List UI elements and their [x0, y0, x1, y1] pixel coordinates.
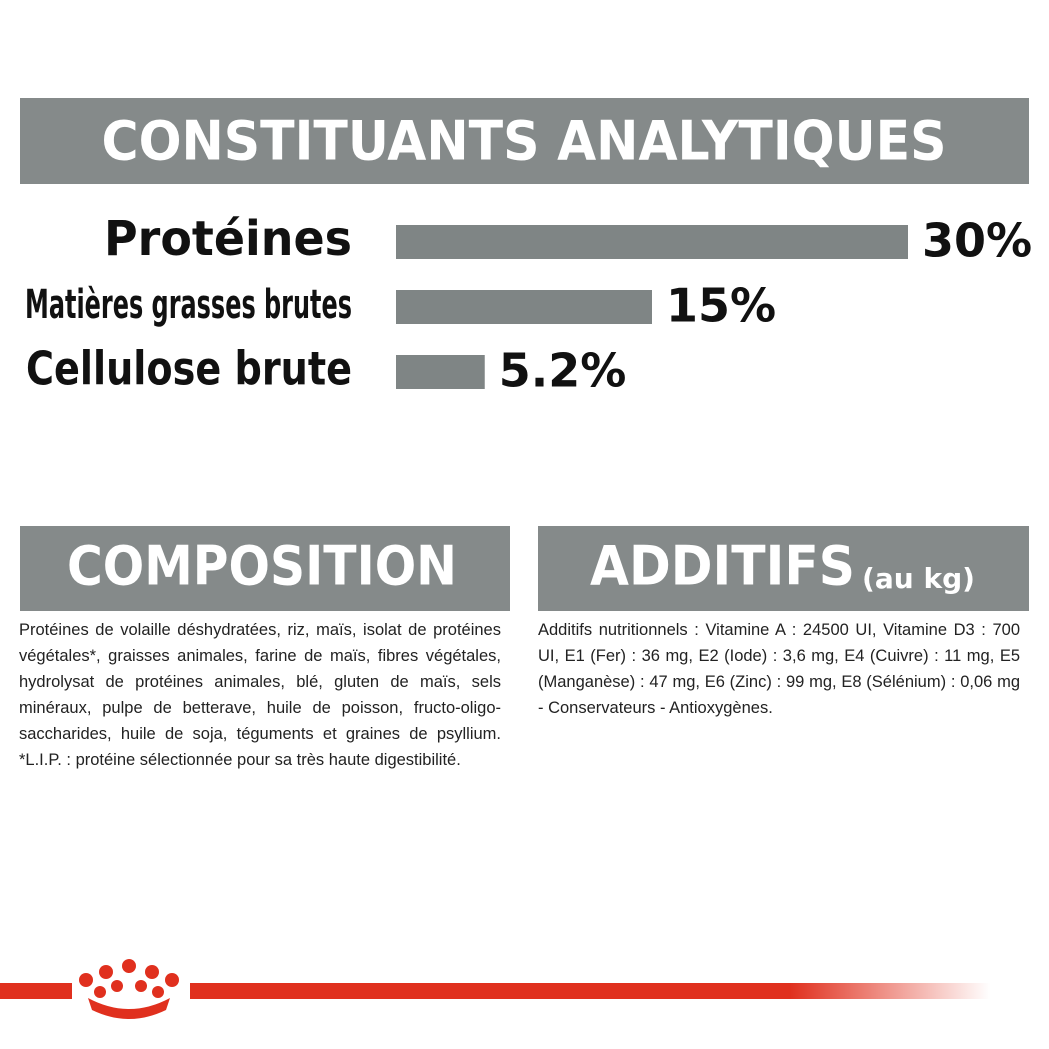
category-label: Cellulose brute — [26, 342, 352, 396]
additifs-text: Additifs nutritionnels : Vitamine A : 24… — [538, 621, 1020, 717]
additifs-banner — [538, 526, 1029, 611]
bar — [396, 355, 485, 389]
logo — [79, 959, 179, 1019]
brand-line — [190, 983, 990, 999]
chart-title: CONSTITUANTS ANALYTIQUES — [102, 110, 947, 173]
value-label: 30% — [922, 214, 1032, 268]
additifs-title: ADDITIFS — [590, 535, 855, 598]
title-banner — [20, 98, 1029, 184]
composition-text: Protéines de volaille déshydratées, riz,… — [19, 621, 501, 769]
bar — [396, 225, 908, 259]
value-label: 15% — [666, 279, 776, 333]
bar — [396, 290, 652, 324]
composition-banner — [20, 526, 510, 611]
category-label: Protéines — [104, 211, 352, 267]
composition-title: COMPOSITION — [67, 535, 457, 598]
brand-line — [0, 983, 72, 999]
additifs-subtitle: (au kg) — [862, 562, 975, 595]
category-label: Matières grasses brutes — [25, 282, 352, 328]
value-label: 5.2% — [499, 344, 627, 398]
